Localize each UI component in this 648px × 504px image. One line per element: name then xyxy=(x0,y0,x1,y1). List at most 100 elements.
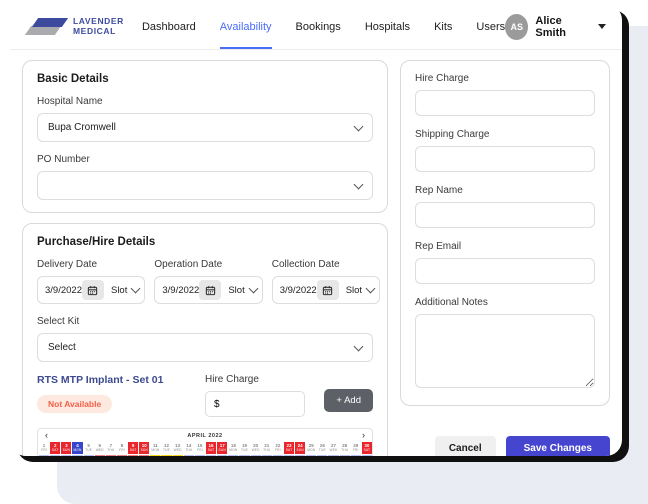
date-field-label: Collection Date xyxy=(271,259,340,270)
day-availability xyxy=(83,455,94,456)
calendar-day-cell[interactable]: 2 SAT xyxy=(49,442,61,456)
calendar-next-icon[interactable]: › xyxy=(362,430,365,440)
day-availability xyxy=(250,455,261,456)
main-nav: Dashboard Availability Bookings Hospital… xyxy=(142,4,505,49)
user-menu[interactable]: AS Alice Smith xyxy=(505,13,606,40)
day-availability xyxy=(361,455,372,456)
brand-logo[interactable]: LAVENDER MEDICAL xyxy=(24,16,124,37)
nav-tab[interactable]: Bookings xyxy=(295,20,341,33)
field-label: Hire Charge xyxy=(415,73,469,84)
day-of-week: THU xyxy=(341,448,349,452)
chevron-down-icon[interactable] xyxy=(598,24,606,29)
additional-notes-textarea[interactable] xyxy=(415,314,595,388)
day-availability xyxy=(39,455,50,456)
calendar-day-cell[interactable]: 15 FRI xyxy=(193,442,205,456)
logo-text: LAVENDER MEDICAL xyxy=(73,16,124,37)
day-number: 9 xyxy=(131,443,135,448)
calendar-day-cell[interactable]: 20 WED xyxy=(249,442,261,456)
date-input[interactable]: 3/9/2022 xyxy=(45,284,82,296)
select-kit-select[interactable]: Select xyxy=(37,333,373,362)
calendar-day-cell[interactable]: 1 FRI xyxy=(38,442,50,456)
nav-tab[interactable]: Availability xyxy=(219,4,272,49)
calendar-day-cell[interactable]: 26 TUE xyxy=(316,442,328,456)
select-kit-label: Select Kit xyxy=(37,316,80,327)
calendar-day-cell[interactable]: 10 SUN xyxy=(138,442,150,456)
day-number: 27 xyxy=(331,443,337,448)
po-number-select[interactable] xyxy=(37,171,373,200)
calendar-day-cell[interactable]: 17 SUN xyxy=(216,442,228,456)
calendar-day-cell[interactable]: 30 SAT xyxy=(360,442,372,456)
day-of-week: SAT xyxy=(51,448,59,452)
slot-select[interactable]: Slot xyxy=(110,284,128,296)
calendar-day-cell[interactable]: 7 THU xyxy=(104,442,116,456)
calendar-icon[interactable] xyxy=(199,280,222,300)
day-availability xyxy=(139,455,150,456)
calendar-day-cell[interactable]: 25 MON xyxy=(305,442,317,456)
chevron-down-icon xyxy=(130,283,141,294)
day-header: 16 SAT xyxy=(205,442,217,454)
right-column: Hire Charge Shipping Charge Rep Name xyxy=(400,60,610,456)
calendar-prev-icon[interactable]: ‹ xyxy=(45,430,48,440)
date-input[interactable]: 3/9/2022 xyxy=(279,284,317,296)
calendar-day-cell[interactable]: 18 MON xyxy=(227,442,239,456)
calendar-day-cell[interactable]: 12 TUE xyxy=(160,442,172,456)
calendar-day-cell[interactable]: 14 THU xyxy=(182,442,194,456)
calendar-day-cell[interactable]: 8 FRI xyxy=(115,442,128,456)
day-availability xyxy=(205,455,217,456)
text-input[interactable] xyxy=(415,90,595,116)
calendar-day-cell[interactable]: 22 FRI xyxy=(271,442,283,456)
kit-info: RTS MTP Implant - Set 01 Not Available xyxy=(37,374,205,417)
add-kit-button[interactable]: + Add xyxy=(324,389,373,412)
nav-tab[interactable]: Users xyxy=(476,20,506,33)
day-number: 2 xyxy=(53,443,57,448)
hire-charge-input[interactable] xyxy=(205,391,305,417)
cancel-button[interactable]: Cancel xyxy=(434,436,496,456)
calendar-day-cell[interactable]: 24 SUN xyxy=(294,442,306,456)
day-of-week: THU xyxy=(107,448,115,452)
calendar-day-cell[interactable]: 29 FRI xyxy=(349,442,361,456)
calendar-day-cell[interactable]: 27 WED xyxy=(327,442,339,456)
slot-select[interactable]: Slot xyxy=(345,284,363,296)
day-availability xyxy=(183,455,194,456)
calendar-day-cell[interactable]: 19 TUE xyxy=(238,442,250,456)
nav-tab[interactable]: Hospitals xyxy=(364,20,411,33)
nav-tab[interactable]: Dashboard xyxy=(141,20,196,33)
calendar-icon[interactable] xyxy=(81,280,104,300)
hire-charge-label: Hire Charge xyxy=(205,374,259,385)
calendar-month-label: APRIL 2022 xyxy=(187,432,223,439)
date-input[interactable]: 3/9/2022 xyxy=(162,284,200,296)
day-header: 8 FRI xyxy=(117,442,127,454)
calendar-grid: 1 FRI 2 SAT xyxy=(38,442,372,456)
calendar-day-cell[interactable]: 11 MON xyxy=(149,442,161,456)
calendar-day-cell[interactable]: 28 THU xyxy=(338,442,350,456)
avatar[interactable]: AS xyxy=(505,13,529,40)
calendar-day-cell[interactable]: 4 MON xyxy=(71,442,83,456)
text-input[interactable] xyxy=(415,202,595,228)
text-input[interactable] xyxy=(415,146,595,172)
calendar-day-cell[interactable]: 16 SAT xyxy=(204,442,217,456)
save-changes-button[interactable]: Save Changes xyxy=(505,436,610,456)
calendar-day-cell[interactable]: 9 SAT xyxy=(127,442,139,456)
calendar-icon[interactable] xyxy=(316,280,339,300)
slot-select[interactable]: Slot xyxy=(228,284,245,296)
hospital-name-select[interactable]: Bupa Cromwell xyxy=(37,113,373,142)
calendar-day-cell[interactable]: 6 WED xyxy=(93,442,105,456)
calendar-day-cell[interactable]: 3 SUN xyxy=(60,442,72,456)
day-availability xyxy=(339,455,350,456)
day-header: 21 THU xyxy=(262,442,272,454)
day-number: 15 xyxy=(197,443,203,448)
availability-calendar: ‹ APRIL 2022 › 1 FRI xyxy=(37,428,373,456)
calendar-day-cell[interactable]: 21 THU xyxy=(260,442,272,456)
calendar-day-cell[interactable]: 23 SAT xyxy=(282,442,295,456)
calendar-day-cell[interactable]: 5 TUE xyxy=(82,442,94,456)
day-of-week: SUN xyxy=(218,448,226,452)
calendar-day-cell[interactable]: 13 WED xyxy=(171,442,183,456)
day-number: 6 xyxy=(98,443,101,448)
day-number: 16 xyxy=(208,443,214,448)
nav-tab[interactable]: Kits xyxy=(434,20,453,33)
day-of-week: SAT xyxy=(129,448,137,452)
day-header: 12 TUE xyxy=(161,442,171,454)
select-kit-value: Select xyxy=(48,342,76,353)
text-input[interactable] xyxy=(415,258,595,284)
day-of-week: TUE xyxy=(240,448,248,452)
